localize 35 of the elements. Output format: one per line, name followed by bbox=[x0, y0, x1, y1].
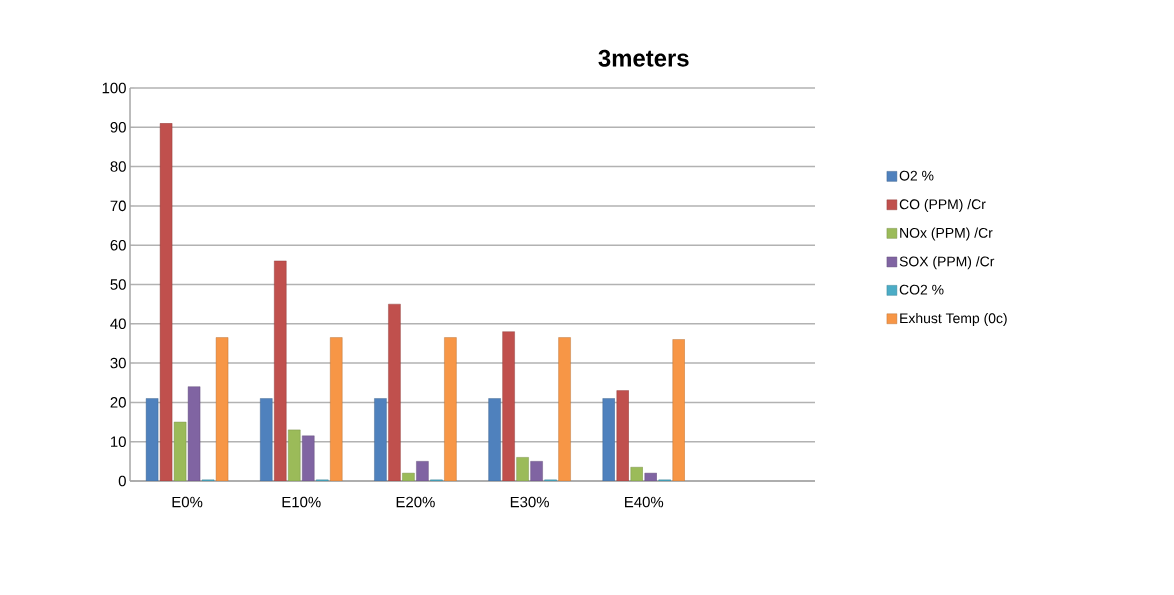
y-tick-label: 50 bbox=[110, 279, 126, 290]
bar bbox=[672, 339, 685, 481]
y-tick-label: 90 bbox=[110, 121, 126, 133]
bar bbox=[488, 398, 501, 481]
y-tick-label: 70 bbox=[110, 200, 126, 212]
bar bbox=[274, 260, 287, 481]
y-tick-label: 20 bbox=[110, 397, 126, 408]
bar bbox=[502, 331, 515, 481]
y-tick-label: 60 bbox=[110, 239, 126, 251]
x-tick-label: E20% bbox=[396, 496, 435, 508]
y-tick-label: 100 bbox=[102, 82, 126, 94]
legend-label: SOX (PPM) /Cr bbox=[899, 256, 995, 270]
x-tick-label: E40% bbox=[625, 496, 664, 508]
y-tick-label: 40 bbox=[110, 318, 126, 330]
y-tick-label: 30 bbox=[110, 357, 126, 369]
legend-label: O2 % bbox=[899, 170, 934, 181]
x-tick-label: E10% bbox=[282, 496, 321, 508]
bar bbox=[374, 398, 387, 481]
bar bbox=[558, 337, 571, 481]
bar bbox=[388, 303, 401, 481]
legend-label: Exhust Temp (0c) bbox=[900, 312, 1007, 326]
x-tick-label: E0% bbox=[172, 496, 203, 508]
legend-label: NOx (PPM) /Cr bbox=[900, 227, 993, 241]
x-tick-label: E30% bbox=[510, 496, 549, 508]
legend-label: CO2 % bbox=[899, 284, 944, 295]
legend-label: CO (PPM) /Cr bbox=[899, 198, 986, 212]
y-tick-label: 80 bbox=[110, 161, 126, 172]
y-tick-label: 10 bbox=[111, 436, 126, 447]
bar bbox=[330, 337, 343, 481]
y-tick-label: 0 bbox=[118, 475, 126, 487]
chart-title: 3meters bbox=[598, 49, 689, 67]
bar bbox=[602, 398, 615, 481]
bar bbox=[260, 398, 273, 481]
bar bbox=[616, 390, 629, 481]
bar bbox=[444, 337, 457, 481]
